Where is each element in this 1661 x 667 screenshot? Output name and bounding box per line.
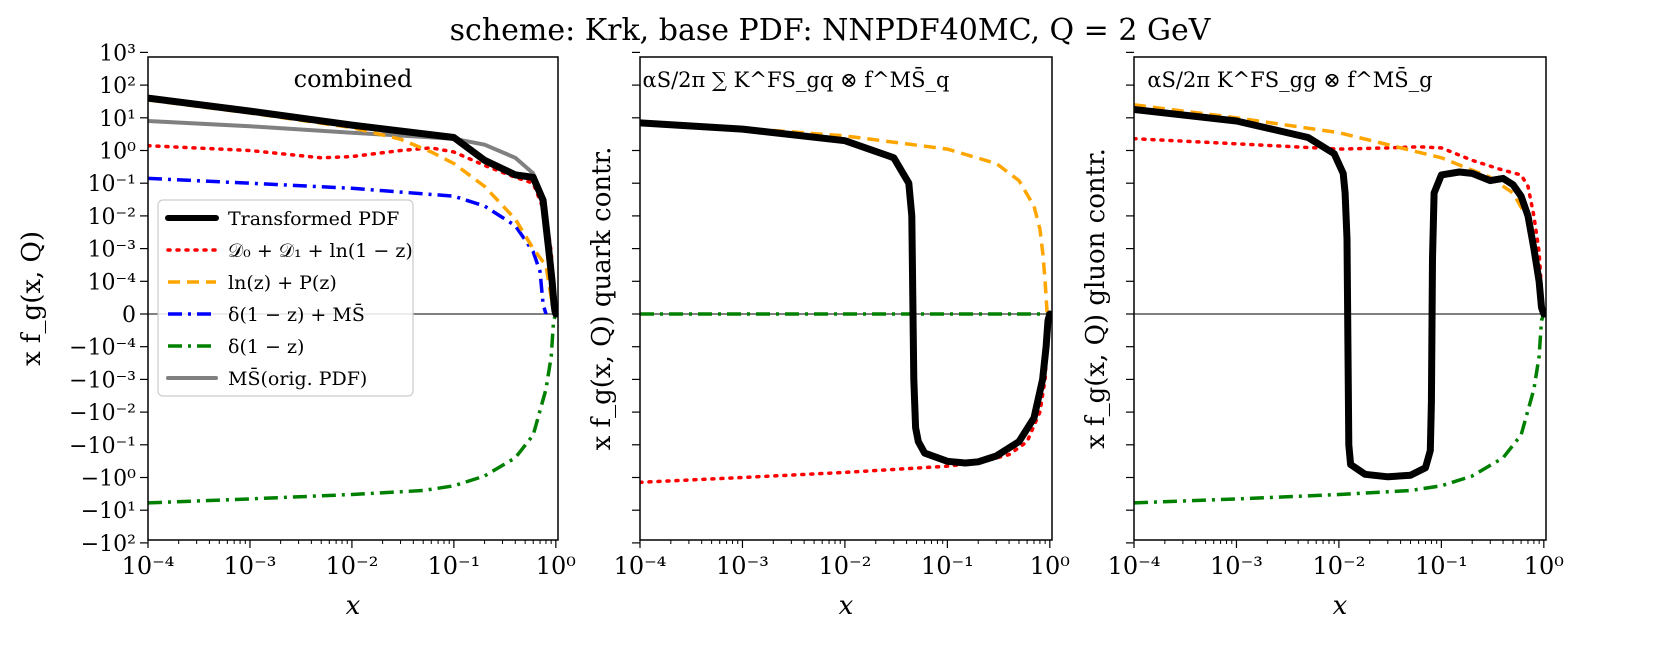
series-line-lnzpz xyxy=(1134,103,1546,316)
y-tick-label: 10⁻⁴ xyxy=(88,270,137,295)
y-tick-label: −10² xyxy=(81,532,136,557)
series-line-lnzpz xyxy=(640,120,1051,316)
legend-entry-label: 𝒟₀ + 𝒟₁ + ln(1 − z) xyxy=(228,240,413,262)
panels-group: 10⁻⁴ 10⁻³ 10⁻² 10⁻¹ 10⁰10³10²10¹10⁰10⁻¹10⁻²1… xyxy=(17,41,1564,621)
y-tick-label: −10⁻² xyxy=(69,401,136,426)
y-axis-label: x f_g(x, Q) xyxy=(17,231,47,366)
panel-middle: 10⁻⁴ 10⁻³ 10⁻² 10⁻¹ 10⁰ x x f_g(x, Q) quark co… xyxy=(587,51,1070,621)
x-tick-label: 10⁻² xyxy=(1313,552,1366,580)
x-tick-label: 10⁻⁴ xyxy=(614,552,667,580)
x-tick-label: 10⁰ xyxy=(1524,552,1564,580)
x-tick-label: 10⁻⁴ xyxy=(1108,552,1161,580)
figure-title: scheme: Krk, base PDF: NNPDF40MC, Q = 2 … xyxy=(450,13,1212,48)
series-line-delta-msbar xyxy=(148,176,548,315)
x-tick-label: 10⁻¹ xyxy=(427,552,480,580)
x-axis-label: x xyxy=(839,591,854,621)
series-group xyxy=(1134,103,1546,505)
y-tick-label: −10¹ xyxy=(81,499,136,524)
series-line-d0d1 xyxy=(640,312,1052,485)
x-tick-label: 10⁰ xyxy=(536,552,576,580)
legend-entry-label: δ(1 − z) + MS̄ xyxy=(228,303,365,326)
series-line-transformed xyxy=(148,94,558,318)
y-tick-label: −10⁻³ xyxy=(69,368,136,393)
y-tick-label: −10⁰ xyxy=(81,467,136,492)
y-tick-label: 10⁻³ xyxy=(88,238,136,263)
x-tick-label: 10⁻³ xyxy=(716,552,769,580)
y-axis-label: x f_g(x, Q) gluon contr. xyxy=(1081,148,1111,449)
y-tick-label: 0 xyxy=(122,303,136,328)
x-tick-label: 10⁻¹ xyxy=(1415,552,1468,580)
panel-title: αS/2π ∑ K^FS_gq ⊗ f^MS̄_q xyxy=(643,67,950,92)
y-axis-label: x f_g(x, Q) quark contr. xyxy=(587,147,617,451)
legend-entry-label: Transformed PDF xyxy=(228,208,399,230)
panel-title: αS/2π K^FS_gg ⊗ f^MS̄_g xyxy=(1147,67,1432,92)
plot-frame xyxy=(147,56,559,541)
legend: Transformed PDF 𝒟₀ + 𝒟₁ + ln(1 − z) ln(z) … xyxy=(157,199,414,397)
series-line-transformed xyxy=(640,119,1052,467)
x-tick-label: 10⁻⁴ xyxy=(122,552,175,580)
y-tick-label: 10⁰ xyxy=(99,140,136,165)
x-tick-label: 10⁻³ xyxy=(1210,552,1263,580)
y-tick-label: 10² xyxy=(99,74,136,99)
panel-left: 10⁻⁴ 10⁻³ 10⁻² 10⁻¹ 10⁰ 10³ 10² 10¹ 10⁰ 10⁻¹ 10⁻² 1… xyxy=(17,41,576,621)
series-group xyxy=(640,119,1052,485)
panel-title: combined xyxy=(294,65,413,93)
x-tick-label: 10⁻¹ xyxy=(921,552,974,580)
x-tick-label: 10⁰ xyxy=(1030,552,1070,580)
legend-entry-label: δ(1 − z) xyxy=(228,336,304,358)
legend-box xyxy=(157,199,414,397)
x-tick-label: 10⁻³ xyxy=(224,552,277,580)
y-tick-label: 10⁻² xyxy=(88,205,136,230)
series-line-delta xyxy=(1134,313,1546,505)
y-tick-label: −10⁻¹ xyxy=(69,434,136,459)
x-axis-label: x xyxy=(346,591,361,621)
y-tick-label: 10⁻¹ xyxy=(88,172,136,197)
y-tick-label: 10¹ xyxy=(99,107,136,132)
panel-right: 10⁻⁴ 10⁻³ 10⁻² 10⁻¹ 10⁰ x x f_g(x, Q) gluon co… xyxy=(1081,51,1564,621)
y-tick-label: −10⁻⁴ xyxy=(69,336,136,361)
x-tick-label: 10⁻² xyxy=(819,552,872,580)
legend-entry-label: ln(z) + P(z) xyxy=(228,272,337,294)
x-axis-label: x xyxy=(1333,591,1348,621)
series-group xyxy=(148,94,558,505)
plot-frame xyxy=(639,56,1053,541)
plot-frame xyxy=(1133,56,1547,541)
y-tick-label: 10³ xyxy=(99,41,136,66)
x-tick-label: 10⁻² xyxy=(326,552,379,580)
series-line-delta xyxy=(148,313,558,505)
legend-entry-label: MS̄(orig. PDF) xyxy=(228,367,367,390)
series-line-transformed xyxy=(1134,106,1546,481)
